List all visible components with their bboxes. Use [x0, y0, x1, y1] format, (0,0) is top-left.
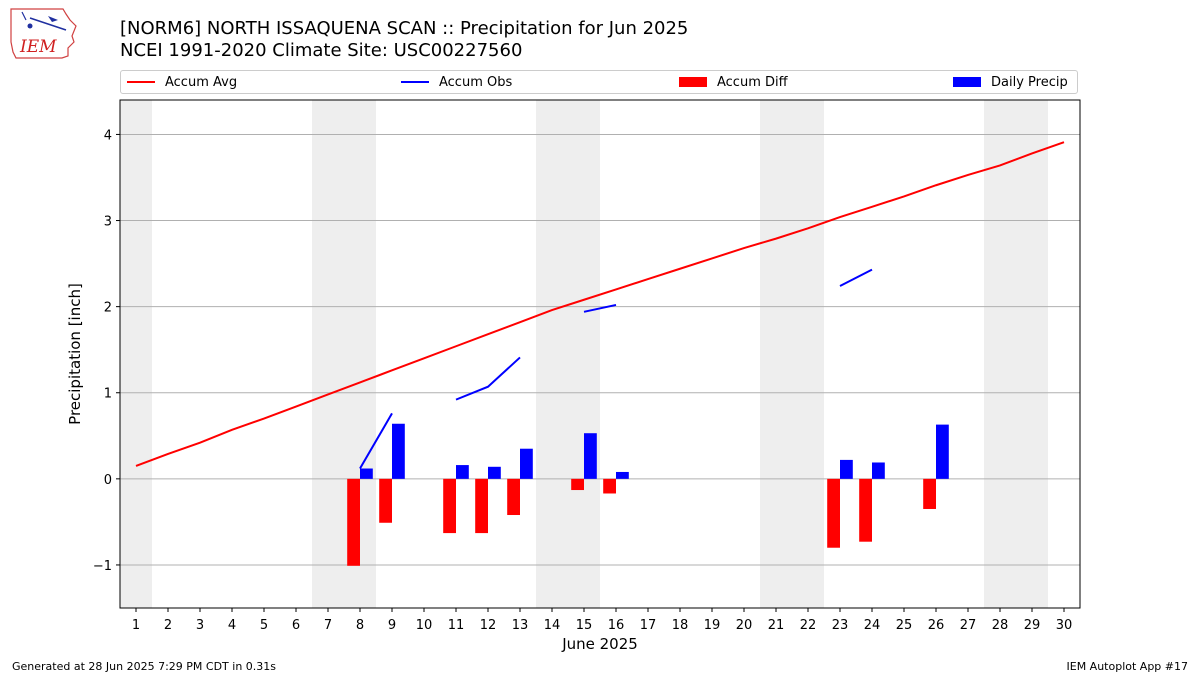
weekend-shading — [120, 100, 1048, 608]
weekend-band-3 — [760, 100, 824, 608]
legend-item-daily-precip: Daily Precip — [953, 71, 1068, 93]
legend-label-accum-obs: Accum Obs — [439, 74, 513, 90]
x-tick-label: 16 — [608, 618, 625, 633]
x-tick-label: 26 — [928, 618, 945, 633]
y-tick-label: 3 — [104, 215, 112, 230]
footer-app-text: IEM Autoplot App #17 — [1066, 660, 1189, 673]
y-tick-label: 0 — [104, 473, 112, 488]
daily-precip-bar — [520, 448, 533, 479]
daily-precip-bar — [360, 468, 373, 479]
footer-generated-text: Generated at 28 Jun 2025 7:29 PM CDT in … — [12, 660, 277, 673]
x-tick-label: 4 — [228, 618, 236, 633]
logo-dot-icon — [27, 23, 33, 29]
legend-swatch-accum-diff — [679, 77, 707, 87]
series-lines — [135, 141, 1065, 470]
accum-avg-line — [135, 141, 1065, 467]
y-tick-label: 1 — [104, 387, 112, 402]
x-tick-label: 20 — [736, 618, 753, 633]
weekend-band-2 — [536, 100, 600, 608]
plot-frame — [119, 99, 1081, 609]
logo-line-icon — [29, 17, 67, 31]
x-axis-label: June 2025 — [561, 635, 638, 653]
x-tick-label: 13 — [512, 618, 529, 633]
daily-precip-bar — [872, 462, 885, 479]
logo-bird-icon — [48, 16, 58, 22]
x-tick-label: 14 — [544, 618, 561, 633]
x-tick-label: 7 — [324, 618, 332, 633]
weekend-band-4 — [984, 100, 1048, 608]
gridlines — [120, 133, 1080, 566]
legend-label-accum-diff: Accum Diff — [717, 74, 788, 90]
accum-diff-bar — [379, 478, 392, 523]
accum-diff-bar — [443, 478, 456, 534]
x-tick-label: 30 — [1056, 618, 1073, 633]
x-tick-label: 29 — [1024, 618, 1041, 633]
accum-diff-bar — [475, 478, 488, 534]
weekend-band-1 — [312, 100, 376, 608]
iem-logo: IEM — [10, 8, 77, 59]
daily-precip-bar — [456, 465, 469, 479]
x-tick-label: 10 — [416, 618, 433, 633]
accum-obs-line — [359, 412, 393, 470]
logo-mark-icon — [21, 11, 27, 21]
daily-precip-bar — [936, 424, 949, 479]
y-axis-label: Precipitation [inch] — [66, 283, 84, 425]
x-tick-label: 5 — [260, 618, 268, 633]
y-tick-label: 4 — [104, 128, 112, 143]
accum-diff-bar — [603, 478, 616, 494]
daily-precip-bar — [840, 459, 853, 479]
x-tick-label: 17 — [640, 618, 657, 633]
x-tick-label: 24 — [864, 618, 881, 633]
y-tick-label: −1 — [93, 559, 112, 574]
chart-title: [NORM6] NORTH ISSAQUENA SCAN :: Precipit… — [120, 18, 689, 39]
accum-diff-bar — [347, 478, 360, 566]
legend-label-daily-precip: Daily Precip — [991, 74, 1068, 90]
daily-precip-bar — [584, 433, 597, 479]
legend-swatch-accum-avg — [127, 81, 155, 83]
accum-obs-line — [455, 356, 521, 401]
legend-label-accum-avg: Accum Avg — [165, 74, 238, 90]
legend-item-accum-avg: Accum Avg — [127, 71, 237, 93]
x-tick-label: 25 — [896, 618, 913, 633]
legend-swatch-accum-obs — [401, 81, 429, 83]
x-tick-label: 21 — [768, 618, 785, 633]
x-tick-label: 12 — [480, 618, 497, 633]
y-tick-label: 2 — [104, 301, 112, 316]
accum-diff-bar — [859, 478, 872, 542]
x-tick-label: 6 — [292, 618, 300, 633]
x-tick-label: 19 — [704, 618, 721, 633]
x-tick-label: 2 — [164, 618, 172, 633]
chart-legend: Accum Avg Accum Obs Accum Diff Daily Pre… — [120, 70, 1078, 94]
weekend-band-0 — [120, 100, 152, 608]
bars — [347, 423, 949, 566]
iowa-state-outline — [10, 8, 77, 59]
accum-diff-bar — [571, 478, 584, 491]
x-tick-label: 1 — [132, 618, 140, 633]
legend-swatch-daily-precip — [953, 77, 981, 87]
x-tick-label: 28 — [992, 618, 1009, 633]
x-tick-label: 18 — [672, 618, 689, 633]
daily-precip-bar — [616, 471, 629, 479]
accum-diff-bar — [507, 478, 520, 516]
x-tick-label: 8 — [356, 618, 364, 633]
x-tick-label: 9 — [388, 618, 396, 633]
x-tick-label: 23 — [832, 618, 849, 633]
legend-item-accum-obs: Accum Obs — [401, 71, 512, 93]
accum-diff-bar — [923, 478, 936, 509]
x-tick-label: 27 — [960, 618, 977, 633]
x-tick-label: 15 — [576, 618, 593, 633]
logo-text: IEM — [19, 37, 57, 57]
accum-diff-bar — [827, 478, 840, 548]
chart-subtitle: NCEI 1991-2020 Climate Site: USC00227560 — [120, 40, 523, 61]
daily-precip-bar — [392, 423, 405, 479]
accum-obs-line — [583, 303, 617, 313]
legend-item-accum-diff: Accum Diff — [679, 71, 788, 93]
x-tick-label: 22 — [800, 618, 817, 633]
accum-obs-line — [839, 268, 873, 287]
daily-precip-bar — [488, 466, 501, 479]
x-tick-label: 3 — [196, 618, 204, 633]
x-tick-label: 11 — [448, 618, 465, 633]
